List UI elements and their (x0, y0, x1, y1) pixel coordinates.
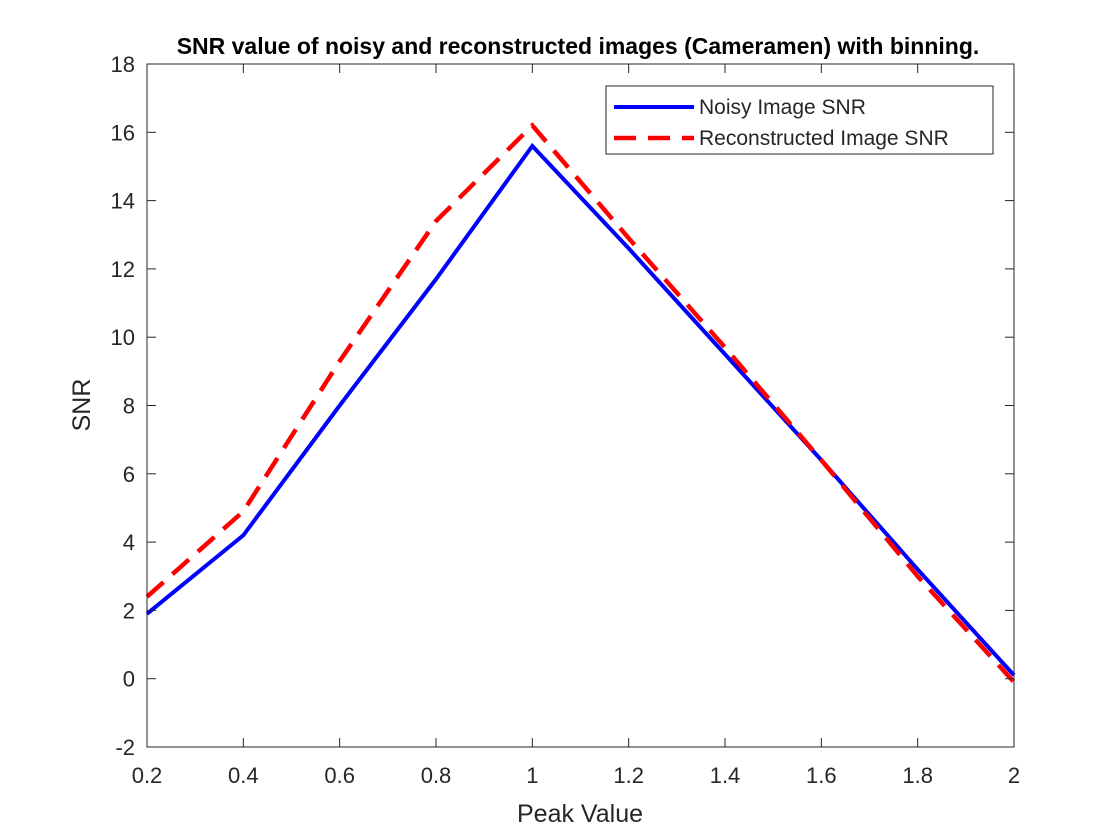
x-tick-label: 1.8 (902, 763, 933, 788)
y-tick-label: 4 (123, 530, 135, 555)
legend-box (605, 85, 994, 155)
x-tick-label: 2 (1008, 763, 1020, 788)
x-tick-label: 0.6 (324, 763, 355, 788)
y-tick-label: 14 (111, 189, 135, 214)
x-tick-label: 1.2 (613, 763, 644, 788)
chart-title: SNR value of noisy and reconstructed ima… (177, 33, 980, 59)
y-tick-label: 18 (111, 52, 135, 77)
series-line-reconstructed-snr (145, 122, 1016, 684)
x-tick-label: 0.2 (132, 763, 163, 788)
x-tick-label: 1 (526, 763, 538, 788)
y-tick-label: 12 (111, 257, 135, 282)
plot-area: 0.2 0.4 0.6 0.8 1 1.2 1.4 1.6 1.8 2 -2 0 2 4 6 8 10 12 14 1… (111, 52, 1021, 788)
x-tick-label: 0.4 (228, 763, 259, 788)
y-tick-label: 0 (123, 667, 135, 692)
x-tick-label: 1.4 (710, 763, 741, 788)
x-tick-label: 1.6 (806, 763, 837, 788)
x-axis-label: Peak Value (517, 800, 643, 828)
y-tick-label: 16 (111, 120, 135, 145)
x-tick-label: 0.8 (421, 763, 452, 788)
y-axis-label: SNR (68, 379, 96, 432)
y-tick-label: 10 (111, 325, 135, 350)
y-tick-label: 2 (123, 598, 135, 623)
y-tick-label: 6 (123, 462, 135, 487)
y-tick-label: 8 (123, 394, 135, 419)
plot-background (147, 64, 1014, 747)
legend-label-reconstructed-snr: Reconstructed Image SNR (699, 127, 949, 150)
legend-label-noisy-snr: Noisy Image SNR (699, 96, 866, 119)
legend: Noisy Image SNR Reconstructed Image SNR (605, 85, 994, 155)
y-tick-label: -2 (115, 735, 135, 760)
